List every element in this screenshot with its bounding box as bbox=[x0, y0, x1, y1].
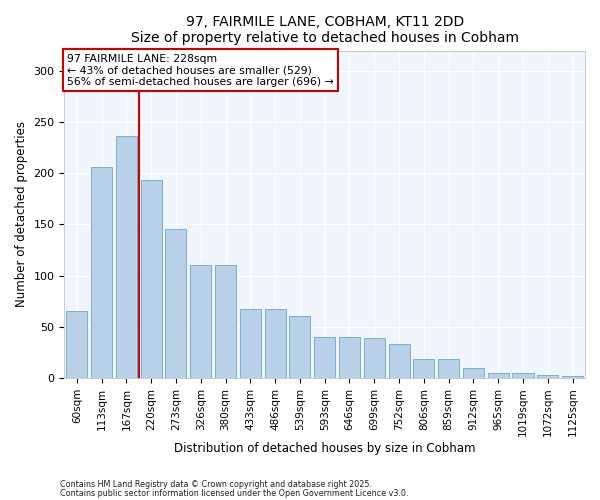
Bar bbox=[413, 358, 434, 378]
Bar bbox=[190, 266, 211, 378]
Bar bbox=[240, 310, 261, 378]
Text: Contains public sector information licensed under the Open Government Licence v3: Contains public sector information licen… bbox=[60, 488, 409, 498]
Title: 97, FAIRMILE LANE, COBHAM, KT11 2DD
Size of property relative to detached houses: 97, FAIRMILE LANE, COBHAM, KT11 2DD Size… bbox=[131, 15, 519, 45]
Bar bbox=[166, 228, 187, 378]
Bar bbox=[389, 344, 410, 378]
Text: Contains HM Land Registry data © Crown copyright and database right 2025.: Contains HM Land Registry data © Crown c… bbox=[60, 480, 372, 489]
Bar bbox=[140, 180, 162, 378]
Bar bbox=[66, 312, 88, 378]
Bar bbox=[463, 368, 484, 378]
Bar bbox=[215, 266, 236, 378]
Bar bbox=[512, 373, 533, 378]
Text: 97 FAIRMILE LANE: 228sqm
← 43% of detached houses are smaller (529)
56% of semi-: 97 FAIRMILE LANE: 228sqm ← 43% of detach… bbox=[67, 54, 334, 87]
Y-axis label: Number of detached properties: Number of detached properties bbox=[15, 122, 28, 308]
Bar bbox=[289, 316, 310, 378]
Bar bbox=[438, 358, 459, 378]
Bar bbox=[537, 375, 559, 378]
Bar bbox=[265, 310, 286, 378]
Bar bbox=[562, 376, 583, 378]
Bar bbox=[339, 337, 360, 378]
Bar bbox=[314, 337, 335, 378]
Bar bbox=[364, 338, 385, 378]
Bar bbox=[116, 136, 137, 378]
Bar bbox=[91, 167, 112, 378]
Bar bbox=[488, 373, 509, 378]
X-axis label: Distribution of detached houses by size in Cobham: Distribution of detached houses by size … bbox=[174, 442, 475, 455]
